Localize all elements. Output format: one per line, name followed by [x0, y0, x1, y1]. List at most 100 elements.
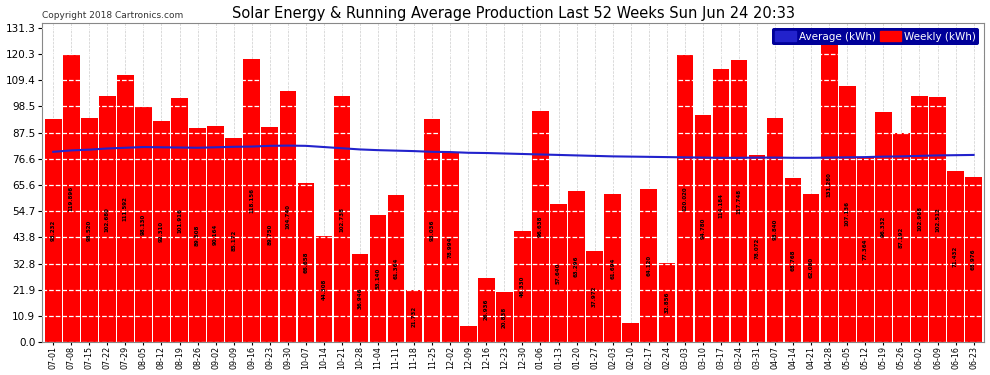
Bar — [351, 254, 368, 342]
Text: 117.748: 117.748 — [737, 189, 742, 214]
Text: 63.296: 63.296 — [574, 256, 579, 277]
Text: 98.130: 98.130 — [141, 214, 146, 235]
Bar — [442, 153, 458, 342]
Text: 32.856: 32.856 — [664, 292, 669, 314]
Bar — [911, 96, 928, 342]
Bar — [695, 115, 711, 342]
Bar — [623, 323, 639, 342]
Bar — [460, 326, 476, 342]
Text: 114.184: 114.184 — [719, 193, 724, 218]
Text: 77.364: 77.364 — [863, 239, 868, 260]
Text: 21.732: 21.732 — [412, 306, 417, 327]
Bar — [947, 171, 964, 342]
Bar — [857, 157, 873, 342]
Title: Solar Energy & Running Average Production Last 52 Weeks Sun Jun 24 20:33: Solar Energy & Running Average Productio… — [232, 6, 795, 21]
Text: 53.140: 53.140 — [375, 268, 380, 289]
Bar — [388, 195, 404, 342]
Bar — [189, 128, 206, 342]
Text: 89.508: 89.508 — [195, 224, 200, 246]
Text: 78.994: 78.994 — [447, 237, 452, 258]
Bar — [496, 292, 513, 342]
Bar — [279, 92, 296, 342]
Text: 92.310: 92.310 — [159, 221, 164, 242]
Bar — [930, 97, 945, 342]
Text: 78.072: 78.072 — [754, 238, 759, 259]
Bar — [658, 263, 675, 342]
Text: 94.780: 94.780 — [700, 218, 706, 239]
Bar — [533, 111, 548, 342]
Text: 102.738: 102.738 — [340, 207, 345, 232]
Text: Copyright 2018 Cartronics.com: Copyright 2018 Cartronics.com — [43, 11, 183, 20]
Bar — [261, 127, 278, 342]
Text: 96.638: 96.638 — [538, 216, 543, 237]
Text: 37.972: 37.972 — [592, 286, 597, 307]
Text: 93.036: 93.036 — [430, 220, 435, 242]
Bar — [316, 236, 333, 342]
Text: 66.658: 66.658 — [303, 252, 308, 273]
Bar — [641, 189, 657, 342]
Text: 44.308: 44.308 — [322, 278, 327, 300]
Bar — [45, 119, 61, 342]
Bar — [748, 155, 765, 342]
Text: 93.520: 93.520 — [87, 219, 92, 241]
Bar — [369, 215, 386, 342]
Bar — [207, 126, 224, 342]
Bar — [244, 59, 260, 342]
Bar — [117, 75, 134, 342]
Text: 64.120: 64.120 — [646, 255, 651, 276]
Bar — [171, 98, 188, 342]
Text: 57.640: 57.640 — [556, 262, 561, 284]
Text: 87.192: 87.192 — [899, 227, 904, 248]
Bar — [81, 118, 98, 342]
Bar — [226, 138, 242, 342]
Text: 93.840: 93.840 — [772, 219, 777, 240]
Text: 93.232: 93.232 — [50, 220, 55, 241]
Bar — [406, 290, 423, 342]
Text: 131.280: 131.280 — [827, 172, 832, 197]
Bar — [821, 28, 838, 342]
Bar — [99, 96, 116, 342]
Bar — [713, 69, 730, 342]
Bar — [839, 86, 855, 342]
Text: 90.164: 90.164 — [213, 224, 218, 245]
Bar — [785, 177, 802, 342]
Text: 68.976: 68.976 — [971, 249, 976, 270]
Text: 61.694: 61.694 — [610, 258, 615, 279]
Text: 119.896: 119.896 — [68, 186, 73, 211]
Bar — [63, 55, 79, 342]
Text: 20.838: 20.838 — [502, 306, 507, 328]
Text: 107.136: 107.136 — [844, 201, 849, 226]
Text: 46.330: 46.330 — [520, 276, 525, 297]
Bar — [676, 55, 693, 342]
Text: 26.936: 26.936 — [484, 299, 489, 321]
Text: 120.020: 120.020 — [682, 186, 687, 211]
Bar — [965, 177, 982, 342]
Bar — [586, 251, 603, 342]
Bar — [875, 111, 892, 342]
Bar — [478, 278, 495, 342]
Bar — [334, 96, 350, 342]
Text: 104.740: 104.740 — [285, 204, 290, 229]
Bar — [153, 121, 170, 342]
Text: 102.512: 102.512 — [935, 207, 940, 232]
Text: 96.332: 96.332 — [881, 216, 886, 237]
Text: 85.172: 85.172 — [232, 230, 237, 251]
Text: 71.432: 71.432 — [953, 246, 958, 267]
Bar — [803, 194, 820, 342]
Text: 62.080: 62.080 — [809, 257, 814, 278]
Bar — [424, 120, 441, 342]
Text: 102.968: 102.968 — [917, 206, 922, 231]
Text: 102.680: 102.680 — [105, 207, 110, 232]
Bar — [568, 190, 585, 342]
Text: 61.364: 61.364 — [394, 258, 399, 279]
Bar — [604, 194, 621, 342]
Bar — [550, 204, 567, 342]
Legend: Average (kWh), Weekly (kWh): Average (kWh), Weekly (kWh) — [772, 28, 979, 45]
Text: 111.592: 111.592 — [123, 196, 128, 221]
Text: 68.768: 68.768 — [791, 249, 796, 270]
Bar — [893, 134, 910, 342]
Bar — [136, 107, 151, 342]
Text: 36.946: 36.946 — [357, 287, 362, 309]
Bar — [514, 231, 531, 342]
Bar — [767, 117, 783, 342]
